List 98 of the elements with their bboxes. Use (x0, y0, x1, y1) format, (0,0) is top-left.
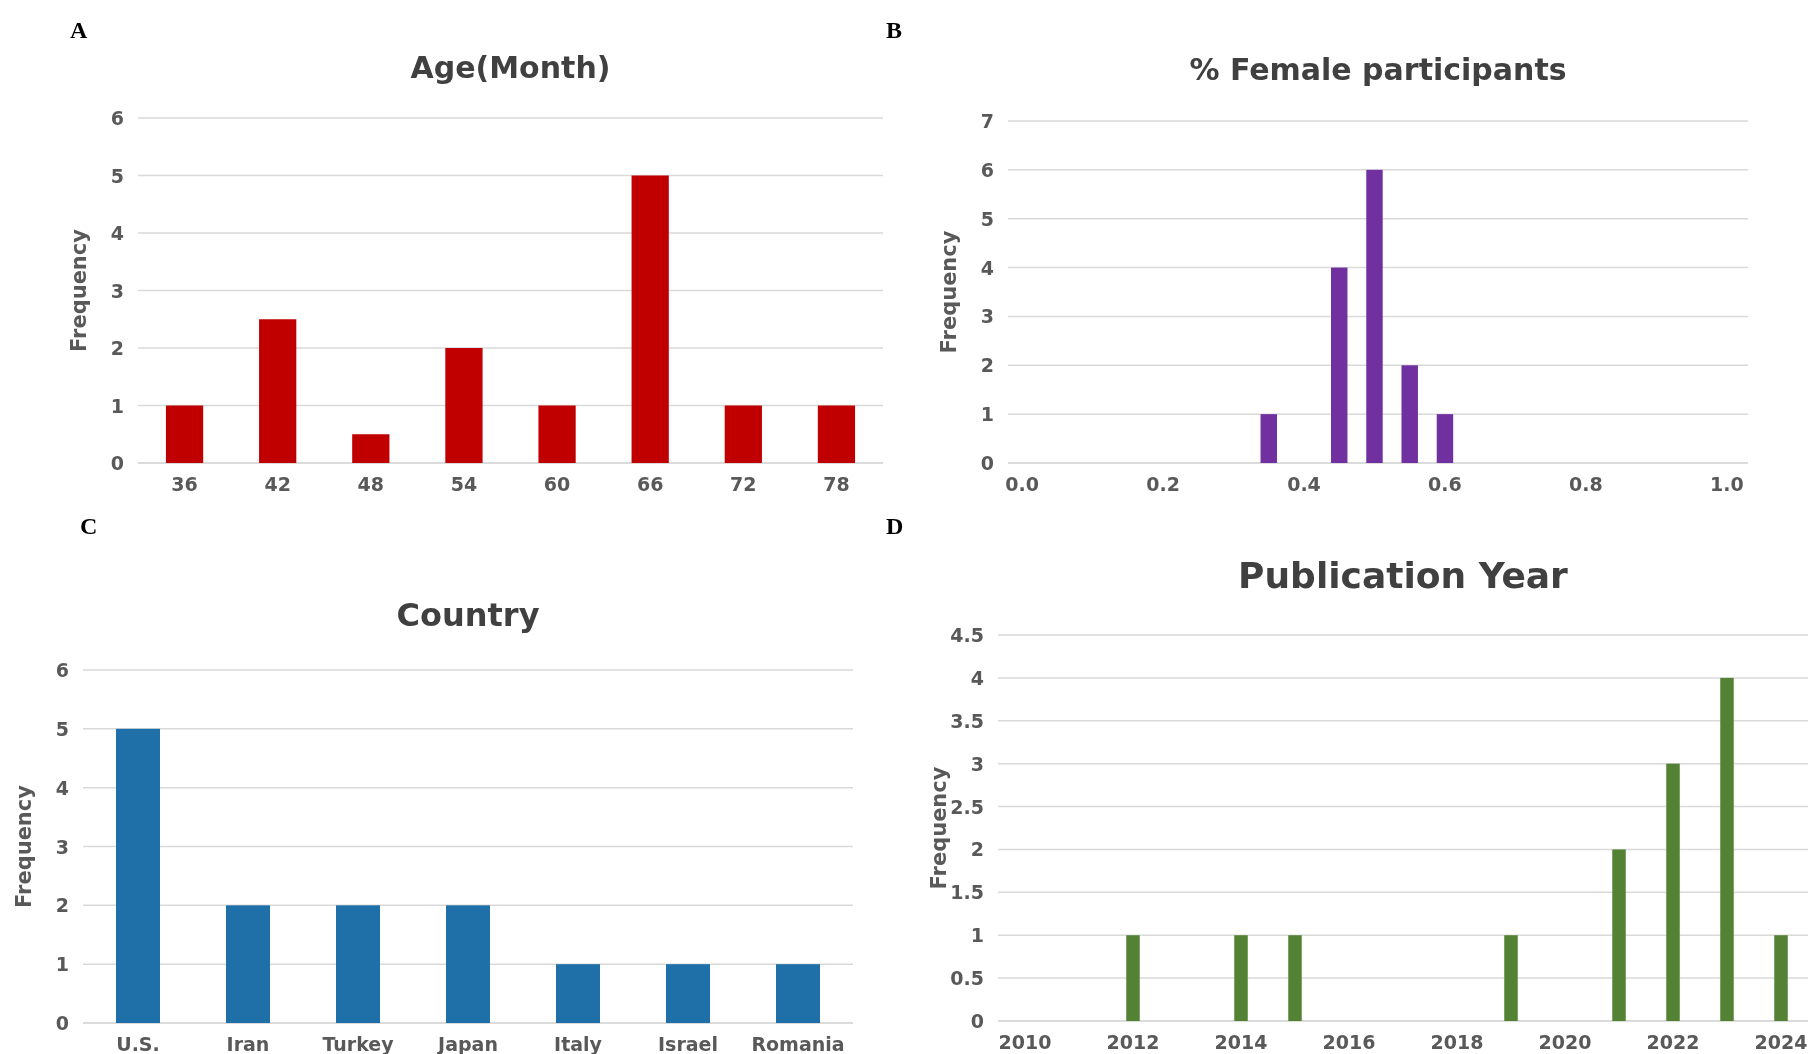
y-tick-label: 7 (980, 110, 994, 132)
bar (724, 405, 762, 463)
chart-title: % Female participants (1189, 52, 1567, 87)
x-tick-label: 48 (357, 473, 385, 495)
text: D (886, 513, 904, 539)
bar (336, 905, 380, 1023)
y-tick-label: 2.5 (950, 795, 984, 818)
x-tick-label: 36 (171, 473, 198, 495)
bar (1234, 935, 1248, 1021)
x-tick-label: Romania (751, 1033, 845, 1054)
bar (556, 964, 600, 1023)
bar (1436, 414, 1454, 463)
bar (1260, 414, 1277, 463)
y-tick-label: 4.5 (950, 624, 984, 646)
x-tick-label: U.S. (116, 1033, 160, 1054)
y-tick-label: 0 (980, 452, 994, 474)
x-tick-label: 0.4 (1287, 473, 1321, 495)
bar (1126, 935, 1140, 1021)
bar (165, 405, 204, 463)
y-tick-label: 4 (110, 222, 124, 244)
x-tick-label: 0.6 (1428, 473, 1462, 495)
bar (1774, 935, 1788, 1021)
bar (1666, 763, 1680, 1021)
bar (446, 905, 490, 1023)
bar (1612, 849, 1626, 1021)
bar (666, 964, 710, 1023)
y-tick-label: 6 (110, 107, 124, 129)
y-tick-label: 5 (110, 164, 124, 187)
bar (445, 348, 483, 463)
x-tick-label: 72 (730, 473, 757, 495)
x-tick-label: 2016 (1322, 1031, 1376, 1053)
bar (1720, 677, 1734, 1021)
bar (1504, 935, 1518, 1021)
y-tick-label: 0 (110, 452, 124, 474)
text: B (886, 17, 903, 43)
x-tick-label: 54 (450, 473, 478, 495)
x-tick-label: 66 (636, 473, 664, 495)
chart-title: Country (396, 596, 540, 634)
x-tick-label: 2012 (1106, 1031, 1160, 1053)
x-tick-label: 60 (543, 473, 571, 495)
y-tick-label: 1.5 (950, 881, 984, 904)
y-tick-label: 3 (55, 835, 69, 858)
x-tick-label: 78 (823, 473, 850, 495)
chart-title: Age(Month) (410, 50, 611, 85)
bar (1401, 365, 1418, 463)
x-tick-label: 2010 (998, 1031, 1052, 1053)
y-tick-label: 6 (980, 158, 994, 181)
bar (776, 964, 820, 1023)
x-tick-label: 0.0 (1005, 473, 1039, 495)
x-tick-label: 42 (264, 473, 291, 495)
y-tick-label: 5 (980, 207, 994, 230)
y-axis-title: Frequency (12, 784, 36, 908)
bar (631, 175, 669, 463)
bar (259, 319, 297, 463)
y-tick-label: 2 (110, 337, 124, 359)
x-tick-label: 2020 (1538, 1031, 1592, 1053)
x-tick-label: 2024 (1754, 1031, 1808, 1053)
x-tick-label: 2014 (1214, 1031, 1268, 1053)
text: C (80, 513, 98, 539)
y-tick-label: 1 (970, 924, 984, 947)
x-tick-label: 0.8 (1569, 473, 1603, 495)
y-tick-label: 3.5 (950, 709, 984, 732)
y-tick-label: 4 (980, 256, 994, 279)
y-tick-label: 6 (55, 659, 69, 681)
x-tick-label: Israel (658, 1033, 718, 1054)
text: A (70, 17, 88, 43)
x-tick-label: 1.0 (1710, 473, 1744, 495)
y-tick-label: 4 (970, 666, 984, 689)
x-tick-label: 0.2 (1146, 473, 1180, 495)
y-tick-label: 4 (55, 776, 69, 799)
y-tick-label: 0.5 (950, 967, 984, 990)
chart-title: Publication Year (1238, 555, 1569, 596)
y-tick-label: 0 (970, 1010, 984, 1032)
y-tick-label: 1 (980, 403, 994, 426)
y-tick-label: 3 (970, 752, 984, 775)
y-axis-title: Frequency (67, 228, 91, 352)
bar (1288, 935, 1302, 1021)
y-tick-label: 1 (110, 394, 124, 417)
y-tick-label: 2 (980, 354, 994, 377)
x-tick-label: 2018 (1430, 1031, 1484, 1053)
bar (817, 405, 856, 463)
y-tick-label: 2 (970, 838, 984, 861)
bar (116, 728, 160, 1023)
bar (538, 405, 576, 463)
y-tick-label: 3 (110, 279, 124, 302)
y-tick-label: 0 (55, 1012, 69, 1034)
y-axis-title: Frequency (927, 766, 951, 890)
y-axis-title: Frequency (937, 230, 961, 354)
bar (352, 434, 390, 463)
y-tick-label: 2 (55, 894, 69, 917)
bar (226, 905, 270, 1023)
y-tick-label: 3 (980, 305, 994, 328)
x-tick-label: Iran (226, 1033, 270, 1054)
x-tick-label: 2022 (1646, 1031, 1700, 1053)
y-tick-label: 5 (55, 717, 69, 740)
bar (1366, 169, 1383, 463)
y-tick-label: 1 (55, 953, 69, 976)
bar (1331, 267, 1348, 463)
